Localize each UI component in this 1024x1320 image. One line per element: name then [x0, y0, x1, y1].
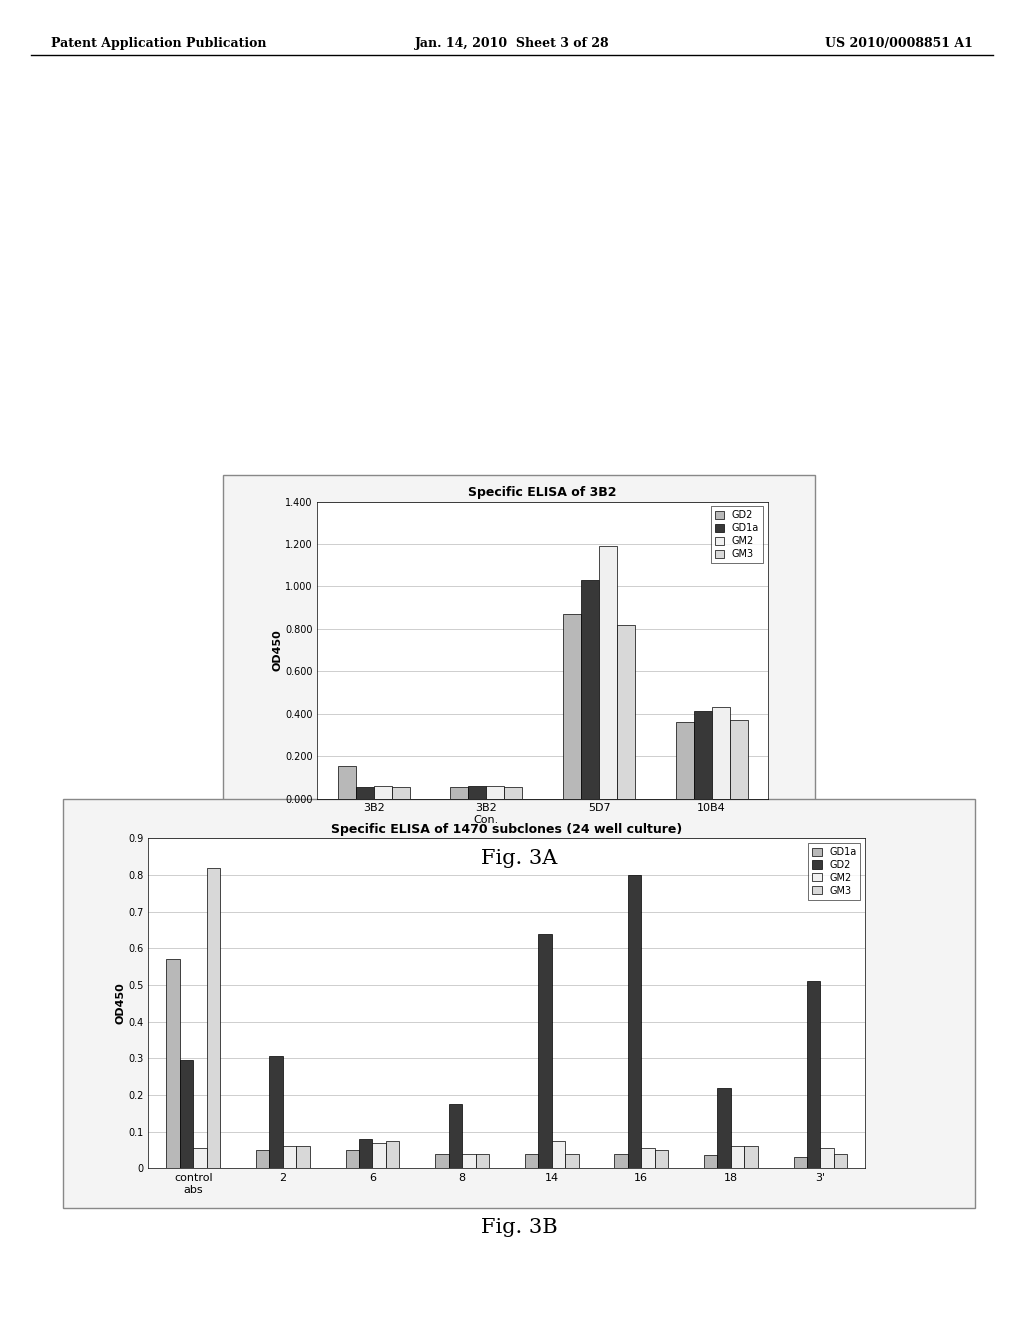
Legend: GD2, GD1a, GM2, GM3: GD2, GD1a, GM2, GM3	[711, 507, 763, 564]
Bar	[338, 766, 355, 799]
Bar	[283, 1146, 296, 1168]
Bar	[539, 933, 552, 1168]
Bar	[599, 546, 617, 799]
Bar	[269, 1056, 283, 1168]
Bar	[451, 787, 468, 799]
Bar	[820, 1148, 834, 1168]
Bar	[524, 1154, 539, 1168]
Bar	[256, 1150, 269, 1168]
Bar	[731, 1146, 744, 1168]
Bar	[359, 1139, 373, 1168]
Bar	[374, 785, 392, 799]
Bar	[730, 721, 748, 799]
Text: US 2010/0008851 A1: US 2010/0008851 A1	[825, 37, 973, 50]
Bar	[617, 624, 635, 799]
Bar	[296, 1146, 309, 1168]
Bar	[207, 867, 220, 1168]
Bar	[435, 1154, 449, 1168]
Bar	[794, 1158, 807, 1168]
Bar	[581, 579, 599, 799]
Y-axis label: OD450: OD450	[272, 630, 283, 671]
Text: Patent Application Publication: Patent Application Publication	[51, 37, 266, 50]
Bar	[628, 875, 641, 1168]
Bar	[386, 1140, 399, 1168]
Bar	[373, 1143, 386, 1168]
Bar	[744, 1146, 758, 1168]
Text: Fig. 3A: Fig. 3A	[481, 849, 557, 867]
Bar	[693, 710, 712, 799]
Bar	[166, 960, 180, 1168]
Bar	[345, 1150, 359, 1168]
Bar	[552, 1140, 565, 1168]
Bar	[505, 787, 522, 799]
Text: Jan. 14, 2010  Sheet 3 of 28: Jan. 14, 2010 Sheet 3 of 28	[415, 37, 609, 50]
Bar	[180, 1060, 194, 1168]
Bar	[355, 787, 374, 799]
Bar	[718, 1088, 731, 1168]
Bar	[705, 1155, 718, 1168]
Title: Specific ELISA of 3B2: Specific ELISA of 3B2	[468, 486, 617, 499]
Title: Specific ELISA of 1470 subclones (24 well culture): Specific ELISA of 1470 subclones (24 wel…	[331, 822, 683, 836]
Bar	[641, 1148, 654, 1168]
Y-axis label: OD450: OD450	[116, 982, 126, 1024]
Bar	[392, 787, 410, 799]
Bar	[563, 614, 581, 799]
Bar	[712, 708, 730, 799]
Bar	[834, 1154, 847, 1168]
Bar	[486, 785, 505, 799]
Text: Fig. 3B: Fig. 3B	[481, 1218, 557, 1237]
Bar	[194, 1148, 207, 1168]
Bar	[449, 1104, 462, 1168]
Bar	[475, 1154, 488, 1168]
Bar	[654, 1150, 668, 1168]
Bar	[565, 1154, 579, 1168]
Bar	[462, 1154, 475, 1168]
Legend: GD1a, GD2, GM2, GM3: GD1a, GD2, GM2, GM3	[808, 843, 860, 900]
Bar	[807, 981, 820, 1168]
Bar	[614, 1154, 628, 1168]
Bar	[676, 722, 693, 799]
Bar	[468, 785, 486, 799]
